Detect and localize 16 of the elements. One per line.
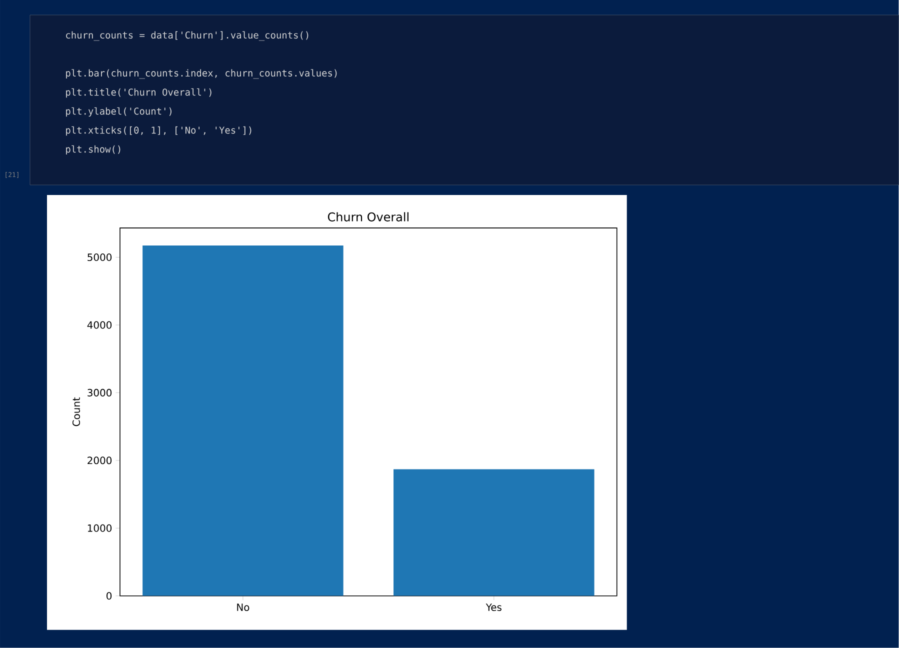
text: plt.title('Churn Overall')	[66, 88, 212, 98]
text: plt.ylabel('Count')	[66, 107, 172, 117]
text: churn_counts = data['Churn'].value_counts()	[66, 31, 308, 41]
x-tick-label: No	[237, 604, 250, 612]
y-tick-label: 2000	[88, 456, 112, 464]
text: plt.xticks([0, 1], ['No', 'Yes'])	[66, 126, 252, 136]
text: plt.bar(churn_counts.index, churn_counts.values)	[66, 69, 337, 79]
x-tick-label: Yes	[486, 604, 502, 612]
chart-title: Churn Overall	[328, 212, 408, 222]
y-tick-label: 5000	[88, 254, 112, 262]
y-axis-title: Count	[72, 397, 80, 426]
y-tick-label: 4000	[87, 321, 112, 329]
y-tick-label: 0	[106, 592, 112, 600]
y-tick-label: 1000	[88, 524, 112, 532]
y-tick-label: 3000	[88, 388, 112, 397]
text: plt.show()	[66, 145, 120, 155]
